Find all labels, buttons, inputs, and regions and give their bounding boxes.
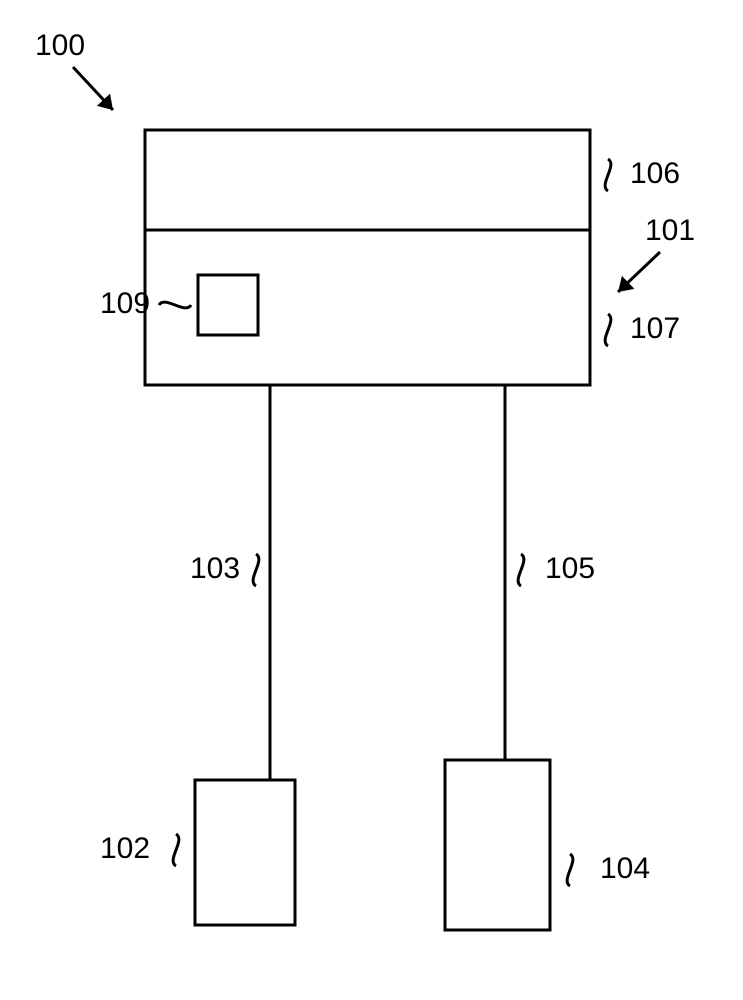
label-101: 101 [618, 214, 695, 292]
svg-text:109: 109 [100, 287, 150, 320]
label-104: 104 [567, 852, 650, 886]
rect-102 [195, 780, 295, 925]
label-109: 109 [100, 287, 191, 320]
svg-text:105: 105 [545, 552, 595, 585]
svg-text:107: 107 [630, 312, 680, 345]
rect-106 [145, 130, 590, 230]
rect-107 [145, 230, 590, 385]
label-107: 107 [605, 312, 680, 346]
rect-109 [198, 275, 258, 335]
label-100: 100 [35, 29, 113, 110]
svg-text:106: 106 [630, 157, 680, 190]
label-105: 105 [518, 552, 595, 586]
label-106: 106 [605, 157, 680, 191]
svg-text:102: 102 [100, 832, 150, 865]
rect-104 [445, 760, 550, 930]
label-103: 103 [190, 552, 259, 586]
svg-text:100: 100 [35, 29, 85, 62]
svg-text:103: 103 [190, 552, 240, 585]
label-102: 102 [100, 832, 179, 866]
svg-text:101: 101 [645, 214, 695, 247]
svg-text:104: 104 [600, 852, 650, 885]
